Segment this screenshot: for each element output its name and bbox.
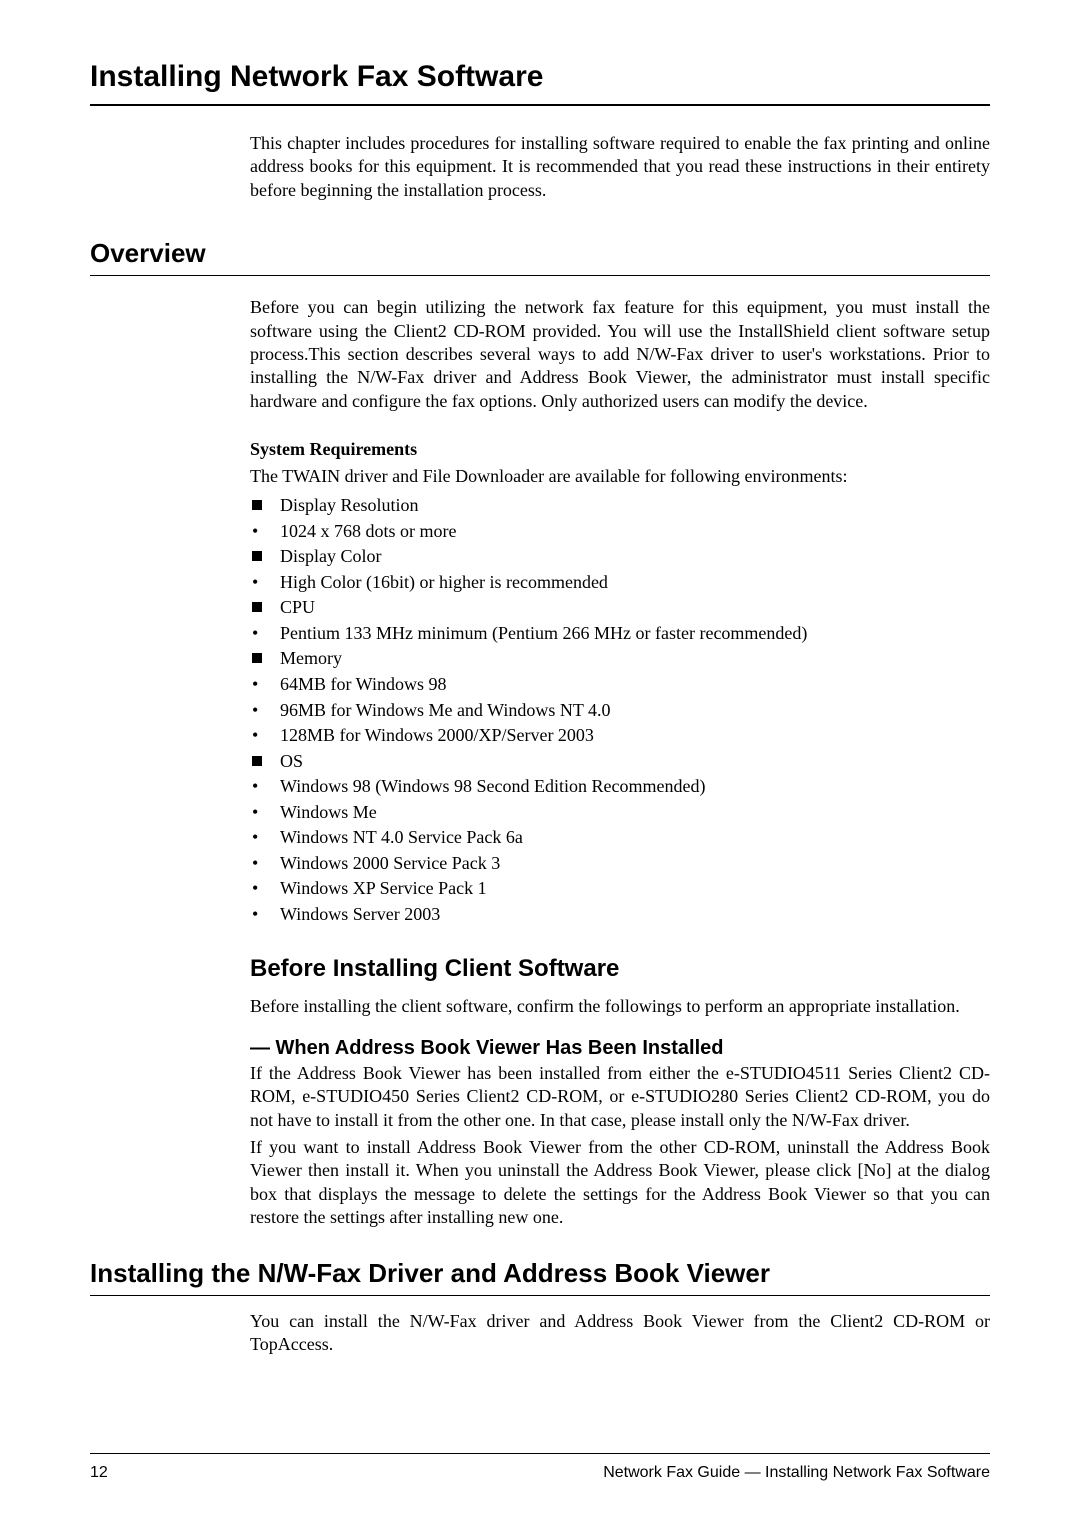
list-item: Windows Server 2003 xyxy=(250,902,990,928)
list-item: Windows 2000 Service Pack 3 xyxy=(250,851,990,877)
list-item: Windows XP Service Pack 1 xyxy=(250,876,990,902)
install-heading: Installing the N/W-Fax Driver and Addres… xyxy=(90,1258,990,1296)
list-item: 128MB for Windows 2000/XP/Server 2003 xyxy=(250,723,990,749)
list-item: Pentium 133 MHz minimum (Pentium 266 MHz… xyxy=(250,621,990,647)
list-item: Display Resolution xyxy=(250,493,990,519)
install-paragraph: You can install the N/W-Fax driver and A… xyxy=(250,1310,990,1357)
before-heading: Before Installing Client Software xyxy=(250,955,990,983)
list-item: 1024 x 768 dots or more xyxy=(250,519,990,545)
footer-label: Network Fax Guide — Installing Network F… xyxy=(603,1464,990,1482)
intro-paragraph: This chapter includes procedures for ins… xyxy=(250,132,990,202)
overview-paragraph: Before you can begin utilizing the netwo… xyxy=(250,296,990,413)
list-item: Memory xyxy=(250,646,990,672)
list-item: Display Color xyxy=(250,544,990,570)
page-title: Installing Network Fax Software xyxy=(90,60,990,106)
list-item: Windows 98 (Windows 98 Second Edition Re… xyxy=(250,774,990,800)
list-item: Windows NT 4.0 Service Pack 6a xyxy=(250,825,990,851)
requirements-list: Display Resolution1024 x 768 dots or mor… xyxy=(250,493,990,927)
list-item: Windows Me xyxy=(250,800,990,826)
overview-heading: Overview xyxy=(90,238,990,276)
address-book-para1: If the Address Book Viewer has been inst… xyxy=(250,1062,990,1132)
list-item: CPU xyxy=(250,595,990,621)
list-item: High Color (16bit) or higher is recommen… xyxy=(250,570,990,596)
address-book-subheading: — When Address Book Viewer Has Been Inst… xyxy=(250,1037,990,1060)
list-item: 96MB for Windows Me and Windows NT 4.0 xyxy=(250,698,990,724)
sysreq-heading: System Requirements xyxy=(250,439,990,460)
page-footer: 12 Network Fax Guide — Installing Networ… xyxy=(90,1453,990,1482)
address-book-para2: If you want to install Address Book View… xyxy=(250,1136,990,1230)
sysreq-intro: The TWAIN driver and File Downloader are… xyxy=(250,466,990,487)
before-paragraph: Before installing the client software, c… xyxy=(250,995,990,1018)
page-number: 12 xyxy=(90,1464,108,1482)
list-item: 64MB for Windows 98 xyxy=(250,672,990,698)
list-item: OS xyxy=(250,749,990,775)
